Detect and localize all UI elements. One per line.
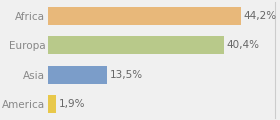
Bar (48, 66, 107, 84)
Text: 13,5%: 13,5% (109, 70, 143, 80)
Bar (48, 95, 56, 113)
Text: 1,9%: 1,9% (59, 99, 85, 109)
Bar (48, 36, 224, 54)
Bar (48, 7, 241, 25)
Text: 40,4%: 40,4% (227, 40, 260, 50)
Text: 44,2%: 44,2% (243, 11, 277, 21)
